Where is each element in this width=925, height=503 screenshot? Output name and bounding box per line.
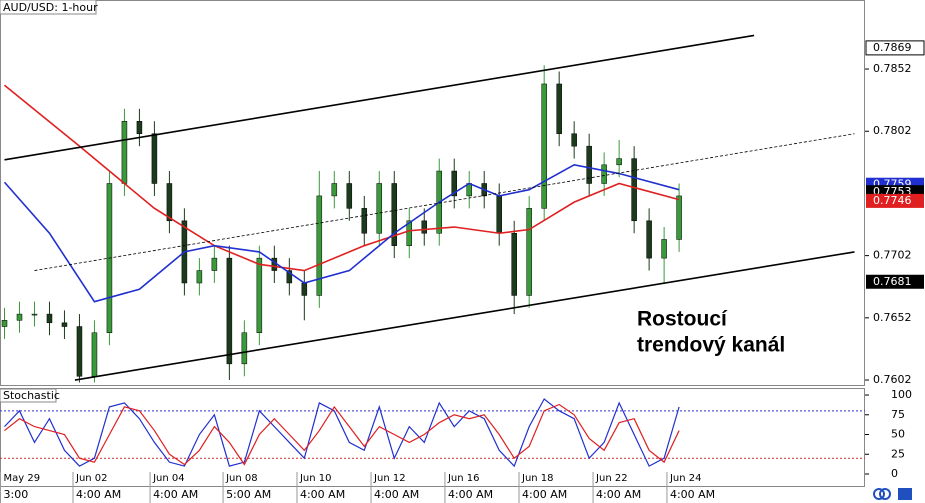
- x-tick-time: 4:00 AM: [300, 488, 345, 501]
- x-tick-label: Jun 04: [152, 473, 185, 484]
- price-tag-label: 0.7746: [873, 194, 912, 207]
- candle-body: [301, 282, 308, 296]
- candle-body: [151, 133, 158, 184]
- candle-body: [406, 220, 413, 246]
- x-tick-time: 3:00: [4, 488, 29, 501]
- candle-body: [391, 183, 398, 246]
- overlay-line: [34, 133, 855, 271]
- candle-body: [46, 313, 53, 324]
- x-tick-time: 4:00 AM: [596, 488, 641, 501]
- x-tick-label: Jun 08: [225, 473, 258, 484]
- x-tick-label: Jun 24: [669, 473, 702, 484]
- candle-body: [661, 239, 667, 259]
- stoch-title-box: [0, 388, 57, 403]
- x-tick-time: 4:00 AM: [522, 488, 567, 501]
- link-icon[interactable]: [879, 488, 891, 500]
- candle-body: [31, 313, 38, 316]
- overlay-line: [4, 34, 755, 161]
- x-tick-label: Jun 02: [75, 473, 108, 484]
- y-tick-label: 0.7652: [873, 311, 912, 324]
- candle-body: [601, 164, 607, 184]
- candle-body: [76, 326, 83, 377]
- stoch-y-tick-label: 75: [891, 408, 905, 421]
- plot-layer: 0.7602 0.7652 0.7702 0.7802 0.7852 0.7869 0.77…: [0, 34, 925, 503]
- candle-body: [556, 83, 562, 134]
- title-box: [0, 0, 97, 15]
- stochastic-title: Stochastic: [3, 389, 60, 402]
- y-tick-label: 0.7702: [873, 249, 912, 262]
- price-tag: [866, 274, 924, 289]
- chart-title: AUD/USD: 1-hour: [3, 1, 98, 14]
- link-icon[interactable]: [873, 488, 885, 500]
- candle-body: [631, 158, 637, 222]
- candle-body: [451, 170, 457, 197]
- candle-body: [361, 208, 368, 234]
- candle-body: [196, 270, 203, 284]
- annotation: trendový kanál: [637, 334, 785, 357]
- candle-body: [121, 121, 128, 184]
- overlay-line: [74, 251, 855, 381]
- stoch-y-tick-label: 0: [891, 467, 898, 480]
- price-tag: [866, 193, 924, 208]
- candle-body: [1, 320, 8, 327]
- candle-body: [226, 257, 233, 365]
- candle-body: [586, 145, 592, 184]
- candle-body: [16, 313, 23, 321]
- candle-body: [376, 183, 383, 234]
- candle-body: [241, 332, 248, 365]
- stoch-line: [4, 403, 680, 466]
- candle-body: [511, 232, 517, 296]
- candle-body: [496, 195, 502, 234]
- settings-icon[interactable]: [898, 488, 912, 500]
- stoch-line: [4, 398, 680, 468]
- x-tick-time: 4:00 AM: [670, 488, 715, 501]
- candle-body: [571, 133, 577, 147]
- candle-body: [136, 121, 143, 134]
- candle-body: [316, 195, 323, 296]
- x-tick-time: 4:00 AM: [76, 488, 121, 501]
- x-tick-label: Jun 18: [521, 473, 554, 484]
- price-tag: [865, 40, 925, 56]
- candle-body: [646, 220, 652, 259]
- x-tick-label: Jun 12: [373, 473, 406, 484]
- candle-body: [256, 257, 263, 334]
- candle-body: [526, 208, 532, 296]
- price-tag-label: 0.7869: [873, 41, 912, 54]
- x-tick-time: 4:00 AM: [153, 488, 198, 501]
- x-tick-label: Jun 22: [595, 473, 628, 484]
- y-tick-label: 0.7852: [873, 62, 912, 75]
- x-tick-label: Jun 10: [299, 473, 332, 484]
- price-tag-label: 0.7681: [873, 275, 912, 288]
- candle-body: [61, 322, 68, 327]
- overlay-line: [3, 163, 680, 303]
- stoch-y-tick-label: 50: [891, 428, 905, 441]
- candle-body: [331, 183, 338, 197]
- y-tick-label: 0.7802: [873, 124, 912, 137]
- candle-body: [421, 220, 428, 234]
- x-tick-time: 5:00 AM: [226, 488, 271, 501]
- candle-body: [616, 158, 622, 166]
- x-tick-time: 4:00 AM: [374, 488, 419, 501]
- candle-body: [91, 332, 98, 377]
- toolbar-icons[interactable]: [873, 488, 912, 500]
- candle-body: [211, 257, 218, 271]
- candle-body: [676, 195, 682, 240]
- stoch-y-tick-label: 25: [891, 447, 905, 460]
- stoch-y-tick-label: 100: [891, 388, 912, 401]
- candle-body: [346, 183, 353, 209]
- x-tick-label: May 29: [4, 473, 41, 484]
- x-tick-time: 4:00 AM: [448, 488, 493, 501]
- candle-body: [166, 183, 173, 222]
- annotation: Rostoucí: [637, 308, 728, 331]
- candle-body: [286, 270, 293, 284]
- stochastic-panel: [0, 388, 865, 487]
- y-tick-label: 0.7602: [873, 373, 912, 386]
- overlay-line: [3, 84, 680, 272]
- candle-body: [541, 83, 547, 209]
- x-tick-label: Jun 16: [447, 473, 480, 484]
- price-panel: [0, 0, 865, 386]
